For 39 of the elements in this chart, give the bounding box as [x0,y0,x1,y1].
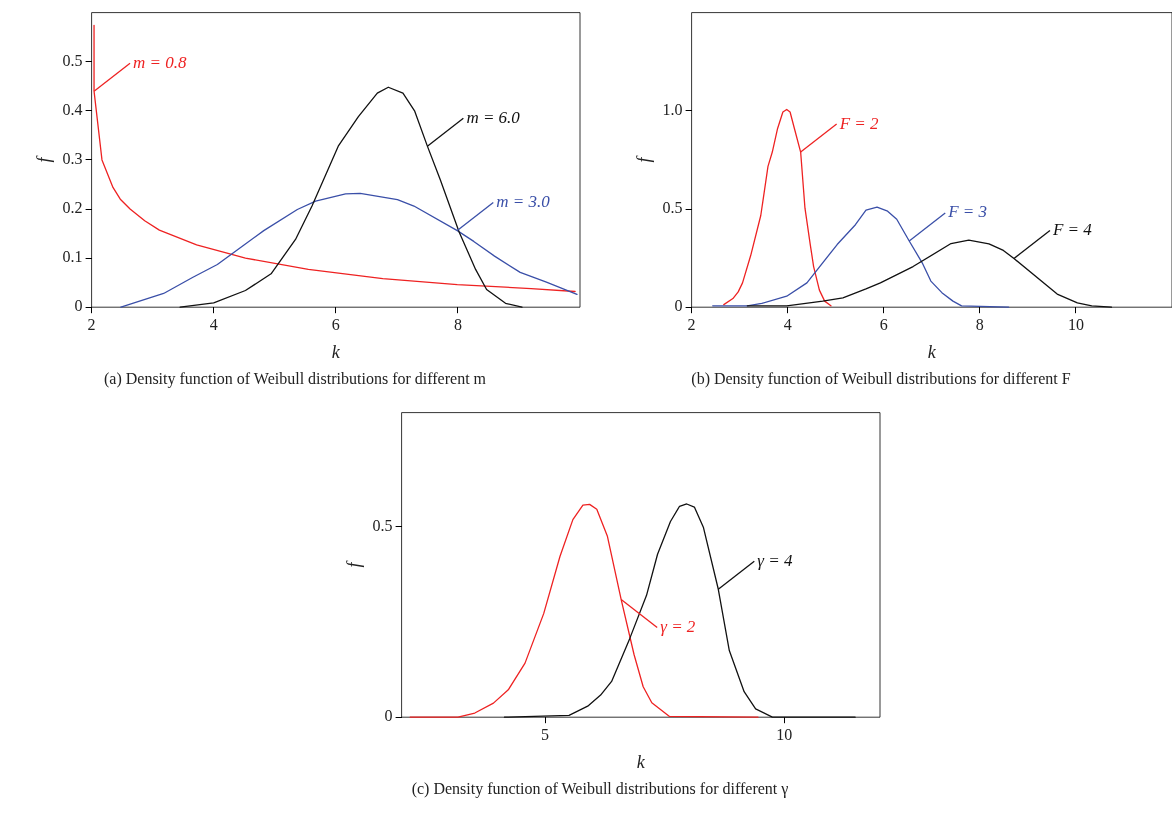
text: (a) Density function of Weibull distributions for different m [102,370,487,388]
y-tick-label: 0.5 [662,199,683,217]
x-axis-title: k [636,751,646,772]
y-tick-label: 0.1 [62,248,83,266]
y-tick-label: 0 [674,297,683,315]
y-tick-label: 0.5 [372,517,393,535]
x-tick-label: 6 [879,316,888,333]
x-tick-label: 2 [687,316,696,333]
text: (b) Density function of Weibull distributions for different F [690,370,1072,388]
text: m = 0.8 [133,52,188,72]
text: m = 3.0 [496,192,551,212]
y-axis-title: f [343,559,364,568]
text: F = 3 [947,202,988,222]
x-tick-label: 10 [1067,316,1084,333]
x-tick-label: 10 [776,726,793,743]
x-tick-label: 8 [975,316,984,333]
x-tick-label: 5 [541,726,550,743]
y-tick-label: 1.0 [662,101,683,118]
y-tick-label: 0.4 [62,101,83,118]
text: m = 6.0 [466,107,521,127]
x-axis-title: k [331,341,341,362]
x-tick-label: 6 [331,316,340,333]
x-tick-label: 8 [453,316,462,333]
y-axis-title: f [33,154,54,163]
x-tick-label: 4 [783,316,792,333]
series-label: γ = 2 [660,617,696,637]
y-axis-title: f [633,154,654,163]
y-tick-label: 0.3 [62,150,83,168]
y-tick-label: 0 [384,707,393,725]
y-tick-label: 0.5 [62,51,83,69]
x-tick-label: 4 [209,316,218,333]
x-axis-title: k [927,341,937,362]
text: F = 4 [1051,219,1093,239]
text: F = 2 [838,113,880,133]
y-tick-label: 0 [74,297,83,315]
text: γ = 4 [757,550,793,570]
x-tick-label: 2 [87,316,96,333]
text: (c) Density function of Weibull distributions for different γ [410,780,790,798]
y-tick-label: 0.2 [62,199,83,217]
